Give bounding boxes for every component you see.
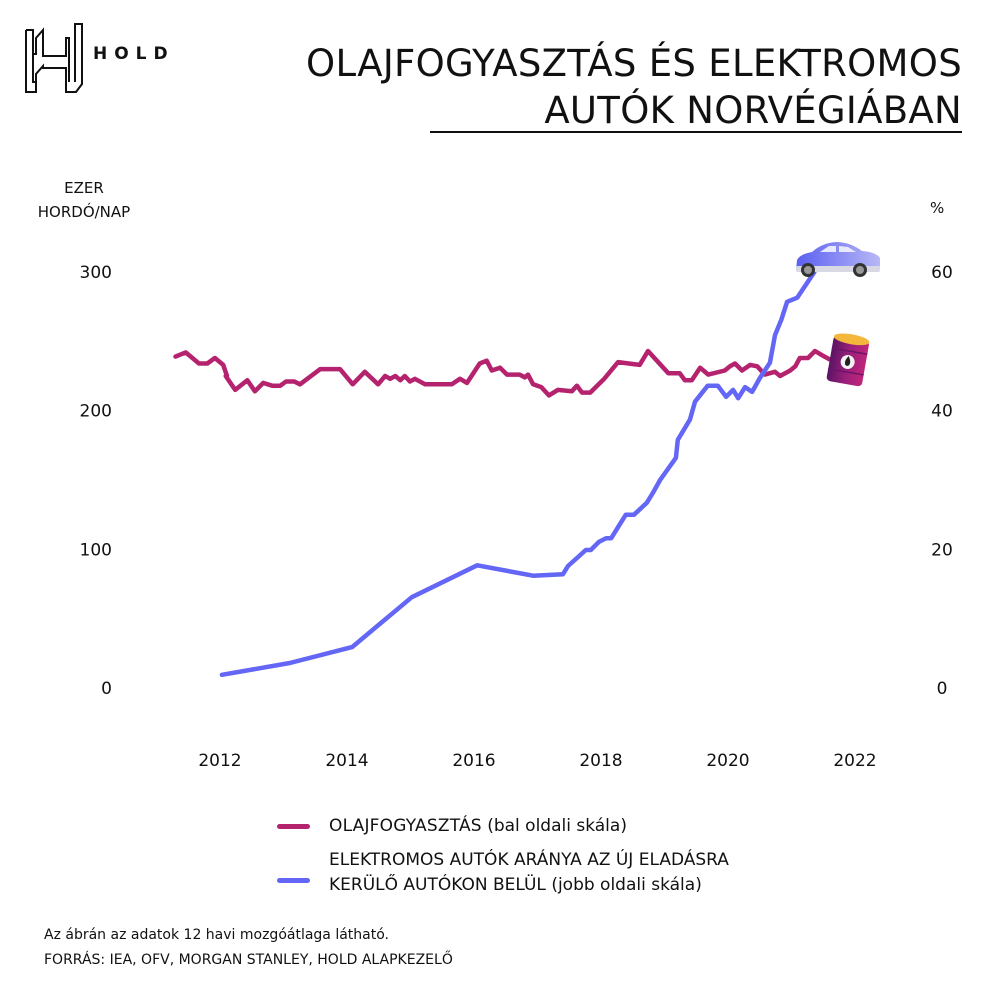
right-axis-tick-label: 40 [931,402,953,422]
page-title: OLAJFOGYASZTÁS ÉS ELEKTROMOS AUTÓK NORVÉ… [306,40,962,134]
x-axis-ticks: 2012 2014 2016 2018 2020 2022 [198,751,876,771]
legend: OLAJFOGYASZTÁS (bal oldali skála) ELEKTR… [277,814,729,898]
right-axis-ticks: 0 20 40 60 [931,263,953,699]
footnote: Az ábrán az adatok 12 havi mozgóátlaga l… [44,927,390,943]
right-axis-tick-label: 20 [931,540,953,560]
left-axis-unit: EZER HORDÓ/NAP [28,176,140,224]
left-axis-tick-label: 0 [101,679,112,699]
legend-label-ev-line-1: ELEKTROMOS AUTÓK ARÁNYA AZ ÚJ ELADÁSRA [329,850,729,870]
hold-logo [24,22,94,98]
x-axis-tick-label: 2014 [325,751,368,771]
legend-label-ev-line-2: KERÜLŐ AUTÓKON BELÜL [329,875,546,895]
legend-item-ev: ELEKTROMOS AUTÓK ARÁNYA AZ ÚJ ELADÁSRA K… [277,848,729,898]
title-line-2: AUTÓK NORVÉGIÁBAN [544,89,962,132]
legend-swatch-ev [277,878,310,883]
legend-note-oil: (bal oldali skála) [487,816,627,836]
ev-share-line [219,269,817,678]
left-axis-unit-line-1: EZER [64,179,104,197]
x-axis-tick-label: 2018 [579,751,622,771]
left-axis-unit-line-2: HORDÓ/NAP [37,203,131,221]
series-group [173,269,832,678]
oil-barrel-icon [826,333,870,387]
legend-item-oil: OLAJFOGYASZTÁS (bal oldali skála) [277,814,729,839]
title-line-1: OLAJFOGYASZTÁS ÉS ELEKTROMOS [306,42,962,85]
legend-note-ev: (jobb oldali skála) [551,875,702,895]
left-axis-tick-label: 200 [80,402,112,422]
legend-label-oil: OLAJFOGYASZTÁS [329,816,482,836]
right-axis-tick-label: 60 [931,263,953,283]
left-axis-tick-label: 300 [80,263,112,283]
x-axis-tick-label: 2016 [452,751,495,771]
x-axis-tick-label: 2022 [833,751,876,771]
hold-h-logo-icon [25,23,83,93]
footer: Az ábrán az adatok 12 havi mozgóátlaga l… [44,923,453,973]
left-axis-tick-label: 100 [80,540,112,560]
x-axis-tick-label: 2012 [198,751,241,771]
right-axis-tick-label: 0 [937,679,948,699]
left-axis-ticks: 0 100 200 300 [80,263,112,699]
source-line: FORRÁS: IEA, OFV, MORGAN STANLEY, HOLD A… [44,952,453,968]
oil-consumption-line [173,348,832,398]
legend-swatch-oil [277,824,310,829]
title-underline [430,131,962,133]
car-icon [796,242,880,277]
x-axis-tick-label: 2020 [706,751,749,771]
brand-name: HOLD [93,44,175,64]
right-axis-unit: % [930,199,945,217]
